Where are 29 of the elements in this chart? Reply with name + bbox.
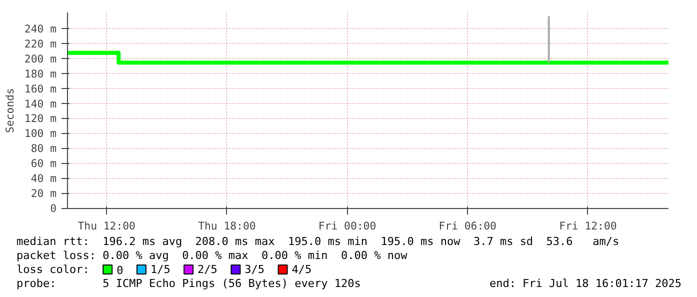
- text: probe: 5 ICMP Echo Pings (56 Bytes) every 120s: [16, 277, 361, 290]
- y-tick-label: 0: [50, 202, 57, 215]
- x-tick-label: Fri 12:00: [559, 220, 617, 232]
- y-tick-label: 220 m: [24, 37, 56, 50]
- text: end: Fri Jul 18 16:01:17 2025: [489, 277, 682, 290]
- legend-label: 1/5: [150, 263, 170, 276]
- x-tick-label: Thu 12:00: [78, 220, 136, 232]
- y-tick-label: 120 m: [24, 112, 56, 126]
- y-tick-label: 100 m: [24, 127, 56, 140]
- y-tick-label: 20 m: [30, 187, 57, 200]
- y-tick-label: 200 m: [24, 52, 56, 66]
- y-tick-label: 40 m: [30, 172, 57, 186]
- text: median rtt: 196.2 ms avg 208.0 ms max 195.0 ms min 195.0 ms now 3.7 ms sd 53.6 am/s: [16, 235, 620, 248]
- y-tick-label: 60 m: [30, 157, 57, 170]
- x-tick-label: Fri 06:00: [438, 220, 496, 232]
- text: packet loss: 0.00 % avg 0.00 % max 0.00 % min 0.00 % now: [16, 249, 408, 262]
- y-tick-label: 180 m: [24, 67, 56, 80]
- y-tick-label: 160 m: [24, 82, 56, 96]
- y-tick-label: 80 m: [30, 142, 57, 156]
- legend-label: 2/5: [198, 263, 218, 276]
- x-tick-label: Fri 00:00: [318, 220, 376, 232]
- legend-label: 0: [116, 264, 124, 277]
- y-tick-label: 140 m: [24, 97, 56, 110]
- y-axis-title: Seconds: [3, 88, 16, 133]
- x-tick-label: Thu 18:00: [198, 220, 256, 232]
- legend-label: 4/5: [292, 263, 312, 276]
- legend-title: loss color:: [16, 263, 90, 276]
- y-tick-label: 240 m: [24, 22, 56, 36]
- legend-label: 3/5: [244, 263, 265, 276]
